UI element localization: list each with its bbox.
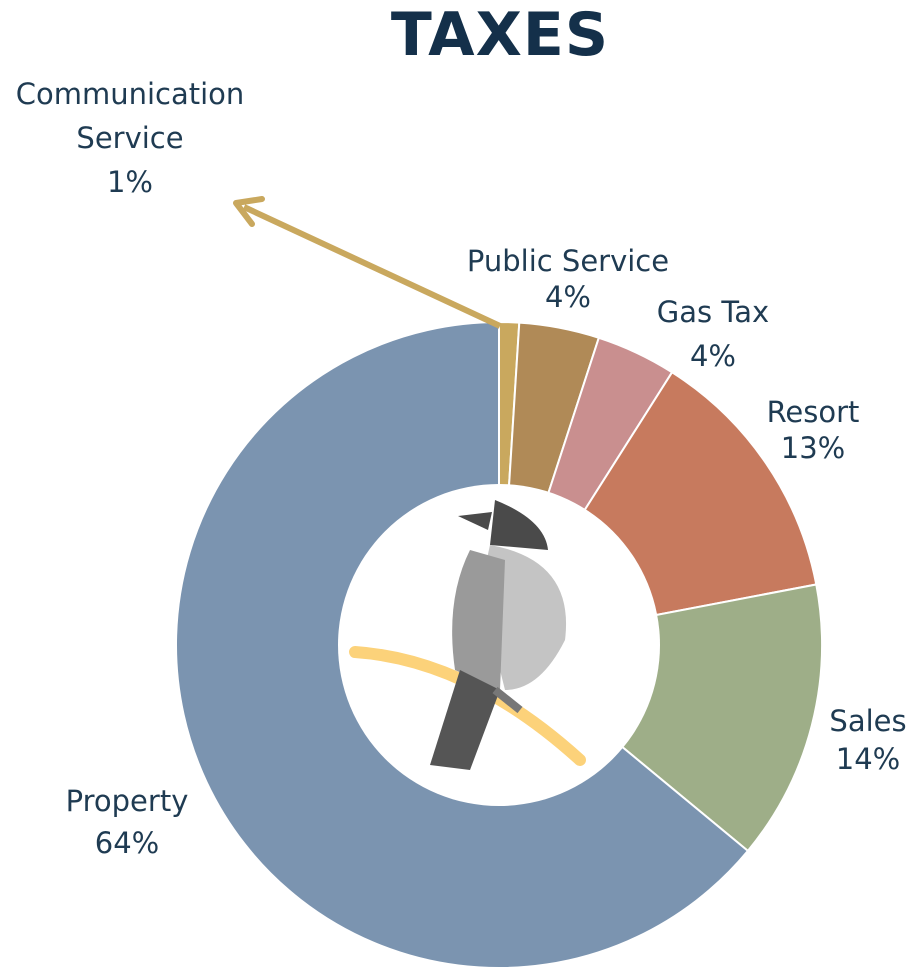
callout-arrow	[233, 196, 502, 329]
category-label: Public Service	[466, 244, 670, 278]
slice-label: Public Service 4%	[438, 243, 698, 315]
value-label: 64%	[94, 826, 160, 860]
category-label: Communication Service	[15, 77, 245, 155]
slice-label: Sales 14%	[808, 702, 912, 778]
slices	[175, 320, 823, 969]
slice-label: Property 64%	[27, 780, 227, 864]
value-label: 4%	[689, 339, 736, 373]
category-label: Property	[65, 784, 189, 818]
category-label: Sales	[829, 704, 907, 738]
category-label: Resort	[766, 395, 860, 429]
slice-label: Communication Service 1%	[5, 72, 255, 204]
chart-title: TAXES	[390, 0, 610, 70]
slice-label: Resort 13%	[733, 394, 893, 466]
category-label: Gas Tax	[656, 295, 770, 329]
value-label: 14%	[835, 742, 901, 776]
value-label: 13%	[780, 431, 846, 465]
value-label: 1%	[106, 165, 153, 199]
value-label: 4%	[544, 280, 591, 314]
logo	[349, 500, 586, 770]
slice-label: Gas Tax 4%	[633, 290, 793, 378]
